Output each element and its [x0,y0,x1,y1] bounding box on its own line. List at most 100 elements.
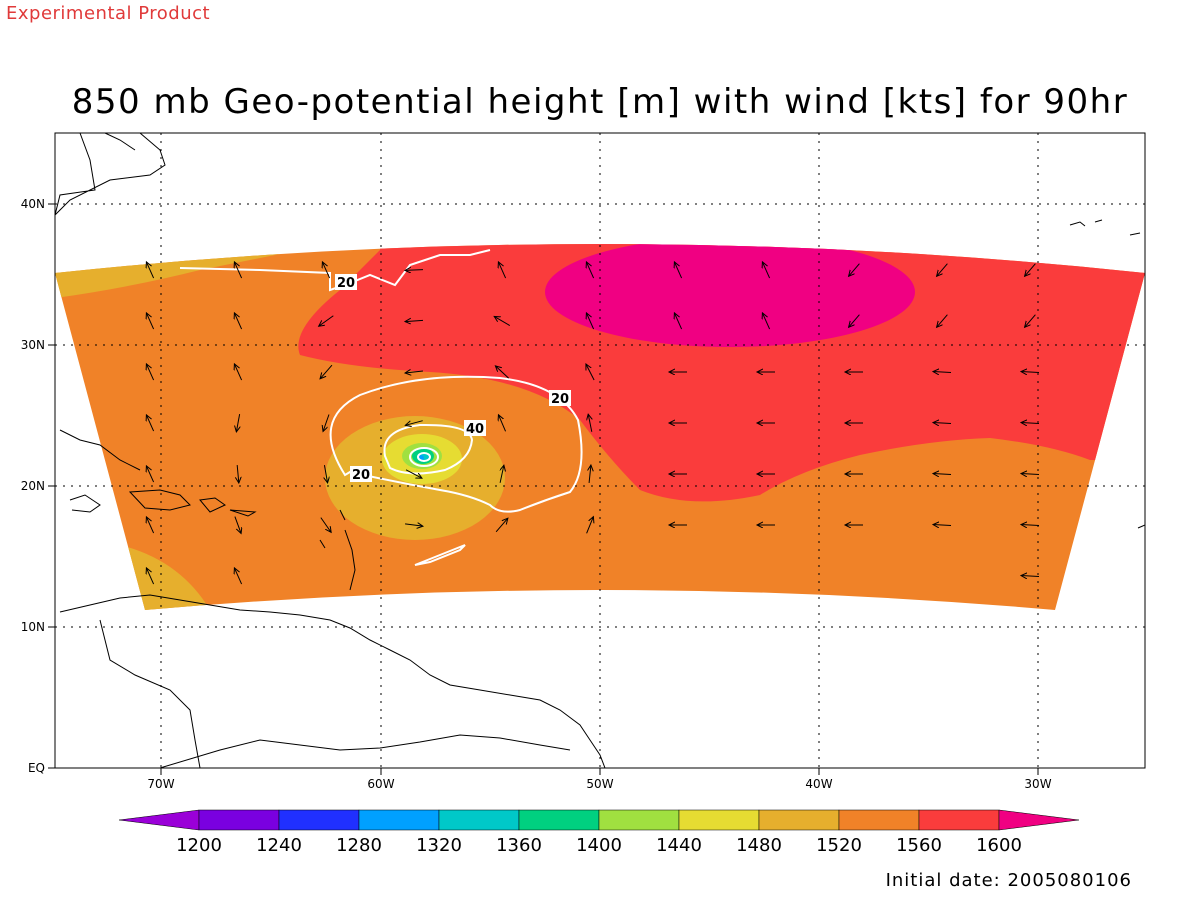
wind-arrow [1021,576,1040,577]
colorbar-level-label: 1560 [896,835,942,856]
wind-arrow [933,423,952,424]
coastlines [55,133,606,768]
colorbar-swatch [918,809,1000,831]
colorbar-swatch [518,809,600,831]
colorbar [118,809,1080,831]
wind-arrow [495,366,509,379]
wind-arrow [937,314,948,328]
wind-contour-20-south [414,544,466,566]
colorbar-swatch [358,809,440,831]
contour-label-3: 20 [350,466,372,483]
wind-arrow [320,364,333,379]
wind-arrow [849,314,860,328]
wind-arrow [146,517,155,534]
colorbar-arrow-low [118,809,200,831]
x-axis-labels: 70W 60W 50W 40W 30W [147,777,1051,791]
colorbar-level-label: 1520 [816,835,862,856]
wind-arrow [586,364,595,381]
wind-arrow [1025,314,1036,328]
wind-arrow [146,313,155,330]
svg-text:20: 20 [337,276,355,291]
y-tick-eq: EQ [28,761,45,775]
contour-label-1: 20 [335,274,357,291]
wind-arrow [234,262,243,279]
colorbar-swatch [438,809,520,831]
x-tick-70w: 70W [147,777,174,791]
svg-text:20: 20 [352,468,370,483]
wind-arrow [146,364,155,381]
y-tick-40n: 40N [21,197,45,211]
x-tick-30w: 30W [1024,777,1051,791]
y-tick-10n: 10N [21,620,45,634]
wind-arrow [499,465,504,483]
wind-arrow [494,316,511,326]
wind-arrow [146,466,155,483]
wind-arrow [236,414,239,432]
x-tick-40w: 40W [805,777,832,791]
colorbar-level-label: 1440 [656,835,702,856]
height-1640-region [545,244,915,347]
wind-arrow [146,415,155,432]
colorbar-swatch [758,809,840,831]
wind-arrow [933,474,952,475]
wind-arrow [588,414,592,432]
wind-arrow [319,315,334,326]
wind-arrow [405,469,422,478]
wind-arrow [234,568,243,585]
contour-label-4: 40 [464,420,486,437]
wind-arrow [586,517,594,534]
svg-text:20: 20 [551,392,569,407]
wind-arrow [1025,263,1036,277]
x-tick-50w: 50W [586,777,613,791]
wind-arrow [1021,525,1040,526]
colorbar-level-label: 1240 [256,835,302,856]
colorbar-level-label: 1400 [576,835,622,856]
colorbar-swatch [678,809,760,831]
wind-contour-80 [417,452,431,462]
wind-arrow [1021,423,1040,424]
colorbar-swatch [838,809,920,831]
axis-ticks [48,203,1039,775]
wind-arrow [498,415,507,432]
page-title: 850 mb Geo-potential height [m] with win… [71,82,1129,122]
wind-contour-60 [409,447,439,467]
colorbar-swatch [198,809,280,831]
wind-arrow [322,262,331,279]
wind-arrow [324,465,327,483]
wind-arrow [586,262,595,279]
colorbar-level-label: 1320 [416,835,462,856]
wind-contour-20-north [179,249,491,292]
colorbar-swatch [598,809,680,831]
wind-arrow [234,516,241,534]
colorbar-swatch [278,809,360,831]
wind-arrow [320,517,331,533]
wind-arrow [498,262,507,279]
wind-contour-20-outer [329,375,583,513]
wind-arrow [674,313,683,330]
svg-text:40: 40 [466,422,484,437]
contour-label-2: 20 [549,390,571,407]
wind-arrow [1021,474,1040,475]
wind-arrow [405,371,424,373]
island-outlines [1069,219,1145,529]
colorbar-level-label: 1280 [336,835,382,856]
y-tick-30n: 30N [21,338,45,352]
wind-arrow [933,525,952,526]
wind-vectors [146,262,1040,585]
experimental-product-label: Experimental Product [6,3,211,24]
colorbar-labels: 1200 1240 1280 1320 1360 1400 1440 1480 1520 1560… [176,835,1022,856]
colorbar-level-label: 1360 [496,835,542,856]
wind-arrow [586,313,595,330]
wind-arrow [674,262,683,279]
colorbar-arrow-high [998,809,1080,831]
wind-arrow [1021,372,1040,373]
colorbar-level-label: 1200 [176,835,222,856]
y-tick-20n: 20N [21,479,45,493]
wind-arrow [495,518,508,533]
x-tick-60w: 60W [367,777,394,791]
wind-arrow [762,262,771,279]
wind-arrow [933,372,952,373]
colorbar-level-label: 1480 [736,835,782,856]
graticule [55,133,1145,768]
